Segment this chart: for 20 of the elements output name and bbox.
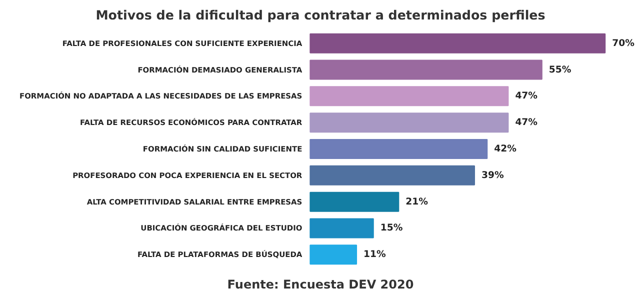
bar (310, 218, 374, 238)
bar (310, 86, 509, 106)
data-label: 42% (494, 144, 518, 154)
bar (310, 192, 400, 212)
data-label: 55% (548, 64, 572, 76)
data-label: 47% (515, 90, 538, 102)
bar (310, 33, 606, 54)
source-note: Fuente: Encuesta DEV 2020 (227, 278, 414, 292)
bar (310, 112, 509, 133)
data-label: 21% (406, 196, 429, 208)
chart-title: Motivos de la dificultad para contratar a determinados perfiles (96, 8, 546, 22)
data-label: 15% (380, 222, 404, 234)
data-label: 39% (481, 170, 504, 181)
data-label: 11% (364, 249, 387, 260)
bar (310, 138, 488, 160)
bar (310, 244, 358, 265)
data-label: 70% (612, 38, 636, 49)
data-label: 47% (515, 117, 538, 128)
bar (310, 165, 475, 186)
bar (310, 60, 542, 80)
